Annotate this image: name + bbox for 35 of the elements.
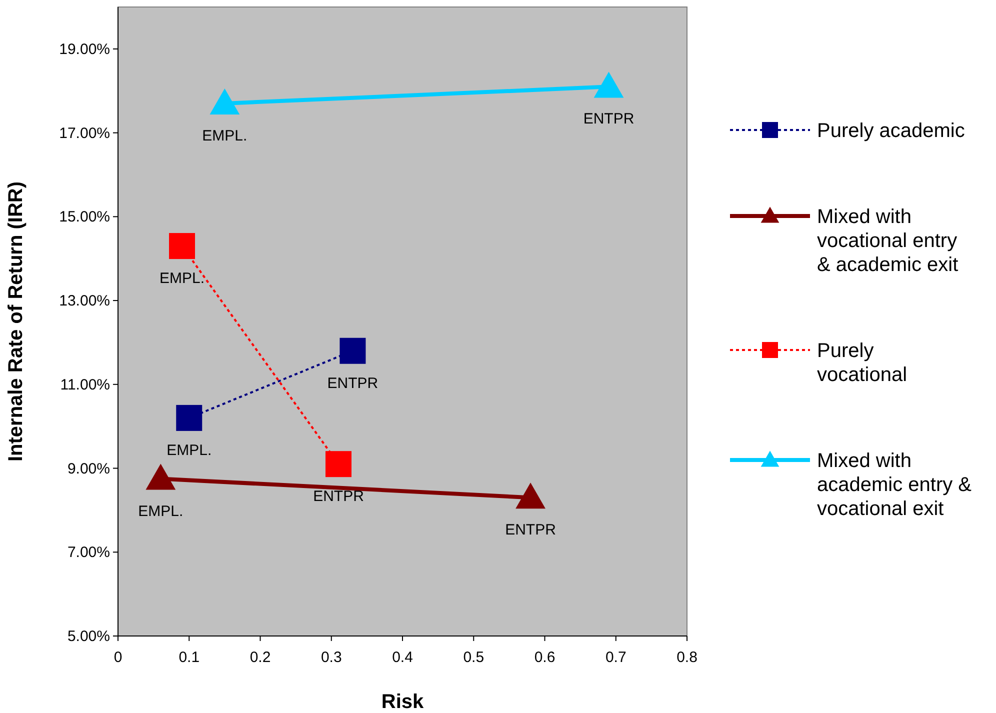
y-tick-label: 13.00% bbox=[59, 292, 110, 310]
x-tick-label: 0 bbox=[114, 649, 122, 666]
x-tick-label: 0.5 bbox=[463, 649, 484, 666]
x-tick-label: 0.1 bbox=[178, 649, 200, 666]
x-tick-label: 0.3 bbox=[320, 649, 342, 666]
y-tick-label: 7.00% bbox=[67, 544, 110, 562]
annotation: EMPL. bbox=[166, 442, 212, 459]
point bbox=[325, 451, 352, 478]
y-tick-label: 15.00% bbox=[59, 208, 110, 226]
legend-label: Purely vocational bbox=[817, 340, 908, 386]
y-axis-title: Internale Rate of Return (IRR) bbox=[5, 181, 27, 462]
y-tick-label: 9.00% bbox=[67, 460, 110, 478]
y-tick-label: 19.00% bbox=[59, 40, 110, 58]
annotation: ENTPR bbox=[327, 374, 378, 392]
y-tick-label: 11.00% bbox=[60, 376, 110, 394]
point bbox=[340, 338, 366, 364]
point bbox=[176, 404, 202, 431]
y-tick-label: 5.00% bbox=[67, 628, 110, 645]
point bbox=[169, 233, 196, 260]
annotation: EMPL. bbox=[160, 270, 205, 288]
annotation: EMPL. bbox=[202, 127, 248, 144]
annotation: EMPL. bbox=[138, 502, 184, 520]
x-tick-label: 0.4 bbox=[392, 649, 413, 666]
y-tick-label: 17.00% bbox=[59, 124, 110, 142]
annotation: ENTPR bbox=[505, 522, 556, 539]
annotation: ENTPR bbox=[583, 110, 634, 128]
x-tick-label: 0.7 bbox=[605, 649, 626, 666]
x-tick-label: 0.6 bbox=[534, 649, 556, 666]
x-tick-label: 0.8 bbox=[676, 649, 698, 666]
x-tick-label: 0.2 bbox=[250, 649, 271, 666]
annotation: ENTPR bbox=[313, 488, 364, 506]
x-axis-title: Risk bbox=[381, 691, 424, 713]
legend-label: Mixed with academic entry & vocational exit bbox=[817, 450, 972, 520]
legend-label: Purely academic bbox=[817, 120, 965, 142]
legend-label: Mixed with vocational entry & academic exit bbox=[817, 206, 959, 276]
